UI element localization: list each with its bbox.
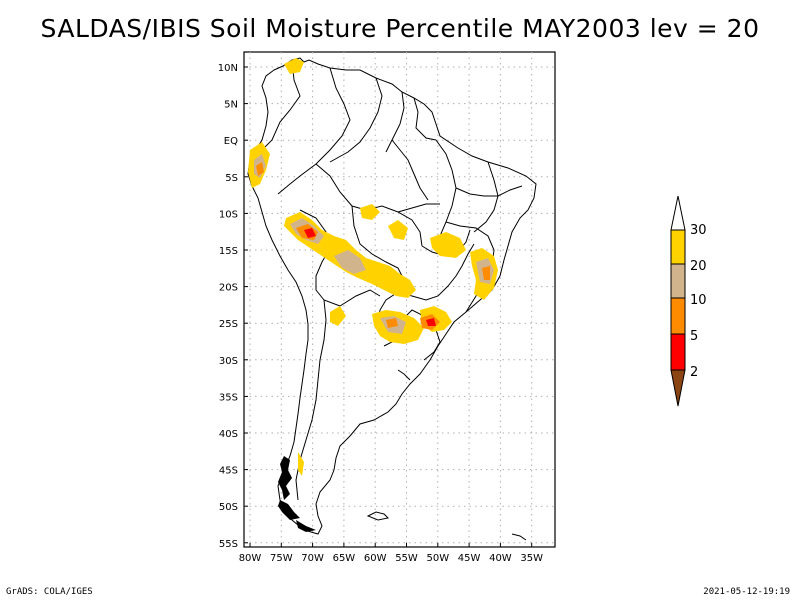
colorbar-label: 20 — [690, 259, 707, 274]
lon-label: 55W — [395, 553, 418, 564]
lat-label: 45S — [219, 466, 238, 477]
lon-label: 75W — [270, 553, 293, 564]
latitude-labels: 10N 5N EQ 5S 10S 15S 20S 25S 30S 35S 40S 45S 50S 55S — [218, 63, 248, 550]
lat-label: 5S — [225, 173, 238, 184]
lat-label: 10N — [218, 63, 238, 74]
lat-label: 25S — [219, 319, 238, 330]
lon-label: 65W — [333, 553, 356, 564]
colorbar-label: 10 — [690, 293, 707, 308]
colorbar-segment-20-30 — [670, 229, 686, 265]
colorbar-segment-above-30 — [670, 195, 686, 231]
lon-label: 80W — [239, 553, 262, 564]
longitude-labels: 80W 75W 70W 65W 60W 55W 50W 45W 40W 35W — [239, 543, 543, 564]
footer-credit: GrADS: COLA/IGES — [6, 587, 93, 597]
lat-label: 5N — [224, 100, 238, 111]
colorbar-segment-2-5 — [670, 333, 686, 371]
lon-label: 35W — [520, 553, 543, 564]
lat-label: 55S — [219, 539, 238, 550]
lon-label: 45W — [458, 553, 481, 564]
lat-label: 20S — [219, 283, 238, 294]
lat-label: EQ — [224, 136, 238, 147]
colorbar-label: 5 — [690, 329, 698, 344]
shading-2-5 — [304, 228, 436, 326]
lon-label: 50W — [426, 553, 449, 564]
lon-label: 40W — [489, 553, 512, 564]
percentile-shading — [248, 58, 498, 476]
colorbar-segment-5-10 — [670, 297, 686, 335]
graticule — [244, 52, 555, 547]
map-title: SALDAS/IBIS Soil Moisture Percentile MAY… — [40, 14, 760, 43]
lat-label: 30S — [219, 356, 238, 367]
lat-label: 10S — [219, 209, 238, 220]
colorbar-segment-10-20 — [670, 263, 686, 299]
lon-label: 70W — [301, 553, 324, 564]
lat-label: 40S — [219, 429, 238, 440]
lat-label: 35S — [219, 392, 238, 403]
islands — [366, 369, 527, 541]
lat-label: 15S — [219, 246, 238, 257]
map-frame — [243, 51, 556, 548]
colorbar-segment-below-2 — [670, 369, 686, 407]
colorbar-label: 30 — [690, 223, 707, 238]
lon-label: 60W — [364, 553, 387, 564]
footer-timestamp: 2021-05-12-19:19 — [703, 587, 790, 597]
colorbar-label: 2 — [690, 365, 698, 380]
lat-label: 50S — [219, 502, 238, 513]
colorbar: 30 20 10 5 2 — [670, 195, 707, 407]
chile-fjords — [278, 456, 316, 532]
